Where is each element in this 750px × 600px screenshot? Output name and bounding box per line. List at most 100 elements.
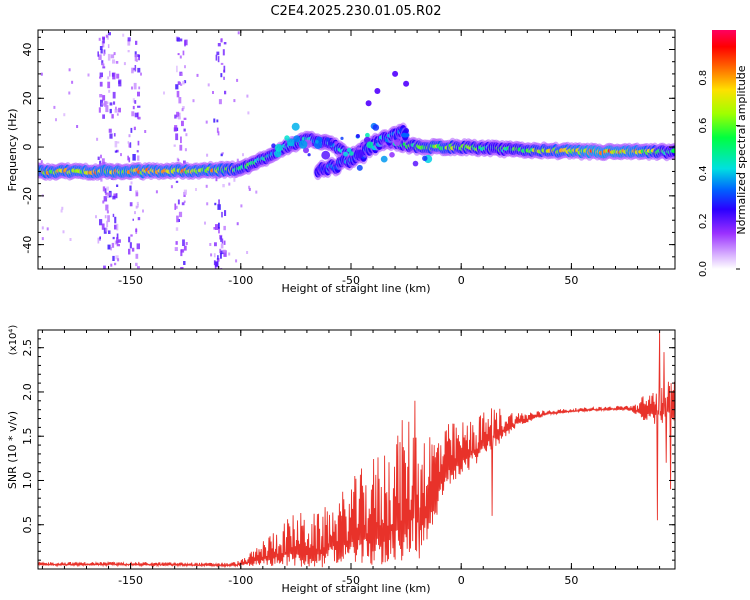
noise-speckle (87, 73, 90, 77)
noise-speckle (174, 125, 178, 132)
x-tick-label: 50 (564, 574, 578, 587)
noise-speckle (138, 116, 141, 120)
noise-speckle (183, 160, 186, 164)
y-tick-label: 0.5 (21, 516, 34, 534)
noise-speckle (182, 81, 185, 85)
noise-speckle (101, 62, 104, 66)
noise-speckle (185, 133, 188, 137)
noise-speckle (109, 108, 112, 114)
signal-blob (380, 155, 388, 163)
noise-speckle (135, 59, 138, 62)
noise-speckle (137, 204, 139, 208)
signal-blob (340, 136, 344, 140)
noise-speckle (136, 201, 139, 205)
noise-speckle (217, 204, 221, 210)
noise-speckle (113, 52, 116, 56)
noise-speckle (109, 133, 113, 139)
noise-speckle (134, 65, 137, 72)
colorbar-ticks: 0.0 0.2 0.4 0.6 0.8 (698, 70, 740, 277)
noise-speckle (175, 180, 179, 183)
noise-speckle (132, 67, 135, 71)
signal-blob (374, 139, 378, 144)
noise-speckle (142, 209, 144, 213)
signal-blob (365, 100, 372, 107)
noise-speckle (173, 144, 176, 147)
noise-speckle (177, 116, 181, 120)
noise-speckle (133, 126, 136, 131)
noise-speckle (61, 206, 64, 210)
noise-speckle (216, 51, 220, 56)
noise-speckle (185, 242, 188, 245)
noise-speckle (220, 243, 224, 249)
snr-y-multiplier: (x10⁴) (8, 325, 19, 356)
noise-speckle (115, 61, 119, 64)
noise-speckle (107, 76, 110, 80)
noise-speckle (98, 54, 102, 60)
noise-speckle (242, 153, 244, 157)
signal-blob (303, 147, 309, 154)
noise-speckle (63, 113, 66, 117)
noise-speckle (129, 242, 132, 249)
noise-speckle (128, 157, 131, 163)
noise-speckle (220, 73, 223, 78)
noise-speckle (181, 108, 184, 112)
signal-blob (274, 150, 282, 158)
x-tick-label: -100 (228, 574, 253, 587)
signal-blob (422, 155, 428, 161)
noise-speckle (209, 243, 212, 246)
noise-speckle (46, 227, 49, 231)
noise-speckle (223, 225, 226, 231)
noise-speckle (112, 255, 115, 261)
noise-speckle (217, 56, 220, 63)
noise-speckle (137, 67, 141, 73)
noise-speckle (222, 49, 225, 56)
noise-speckle (102, 114, 105, 119)
snr-x-ticks: -150 -100 -50 0 50 (41, 330, 661, 587)
signal-blob (321, 150, 331, 160)
noise-speckle (96, 137, 99, 141)
noise-speckle (105, 227, 108, 232)
noise-speckle (116, 244, 120, 247)
noise-speckle (134, 112, 138, 118)
noise-speckle (213, 227, 216, 230)
noise-speckle (246, 94, 249, 98)
noise-speckle (116, 237, 119, 244)
noise-speckle (120, 153, 122, 157)
noise-speckle (134, 100, 137, 104)
noise-speckle (215, 54, 218, 61)
signal-blob (393, 139, 401, 147)
colorbar-tick-label: 0.4 (698, 165, 709, 181)
signal-blob (366, 141, 374, 149)
noise-speckle (116, 184, 119, 187)
x-tick-label: 50 (564, 274, 578, 287)
noise-speckle (101, 60, 104, 65)
noise-speckle (102, 66, 106, 69)
noise-speckle (105, 204, 109, 211)
x-tick-label: -150 (118, 274, 143, 287)
noise-speckle (101, 102, 104, 106)
noise-speckle (176, 215, 179, 223)
noise-speckle (69, 238, 72, 241)
noise-speckle (204, 221, 206, 225)
noise-speckle (107, 32, 111, 36)
noise-speckle (220, 250, 224, 255)
noise-speckle (155, 190, 158, 194)
noise-speckle (174, 114, 177, 119)
noise-speckle (112, 59, 116, 64)
noise-speckle (210, 253, 213, 257)
snr-y-ticks: 0.5 1.0 1.5 2.0 2.5 (21, 338, 675, 561)
noise-speckle (129, 185, 132, 191)
noise-speckle (102, 63, 105, 67)
noise-speckle (99, 72, 103, 78)
noise-speckle (135, 262, 138, 267)
noise-speckle (108, 89, 111, 93)
noise-speckle (205, 184, 208, 188)
colorbar: 0.0 0.2 0.4 0.6 0.8 Normalized spectral ampl… (698, 30, 748, 277)
noise-speckle (175, 84, 179, 90)
snr-plot-area (38, 330, 675, 569)
track-core (401, 132, 410, 138)
noise-speckle (123, 62, 126, 66)
noise-speckle (106, 35, 109, 40)
noise-speckle (113, 101, 116, 105)
y-tick-label: -20 (21, 187, 34, 205)
